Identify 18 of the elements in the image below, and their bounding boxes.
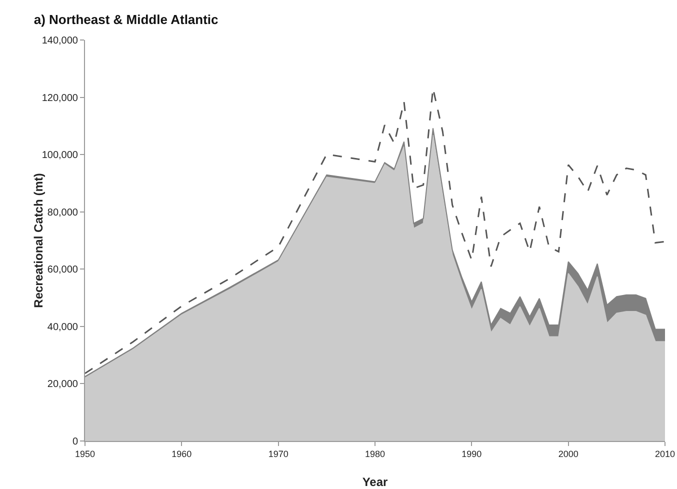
- x-tick-label: 1990: [462, 448, 482, 459]
- y-axis-title: Recreational Catch (mt): [31, 173, 46, 308]
- x-tick-label: 1980: [364, 448, 386, 459]
- x-tick-label: 2010: [654, 448, 676, 459]
- y-tick-label: 80,000: [47, 207, 78, 218]
- y-tick-label: 40,000: [47, 322, 78, 333]
- y-tick-label: 140,000: [42, 36, 78, 46]
- x-tick-label: 1950: [74, 448, 96, 459]
- y-tick-label: 20,000: [47, 379, 78, 390]
- x-tick-label: 1960: [172, 448, 192, 459]
- y-tick-label: 60,000: [47, 264, 78, 276]
- chart-title: a) Northeast & Middle Atlantic: [34, 12, 218, 27]
- x-axis-title: Year: [362, 475, 388, 489]
- y-tick-label: 120,000: [42, 92, 78, 104]
- x-tick-label: 1970: [268, 448, 288, 459]
- y-tick-label: 0: [72, 436, 78, 448]
- x-tick-label: 2000: [558, 448, 578, 459]
- y-tick-label: 100,000: [42, 150, 78, 162]
